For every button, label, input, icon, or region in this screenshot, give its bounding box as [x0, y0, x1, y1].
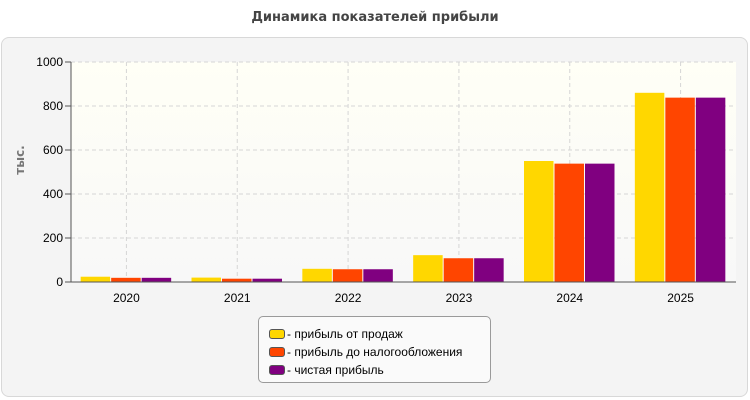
- bar-2025-3: [695, 97, 726, 282]
- y-tick-label: 0: [56, 275, 63, 289]
- bar-2020-1: [80, 276, 111, 282]
- y-tick-label: 1000: [36, 55, 63, 69]
- chart-title: Динамика показателей прибыли: [251, 10, 499, 25]
- y-tick-label: 400: [43, 187, 63, 201]
- x-tick-label: 2022: [335, 291, 362, 305]
- legend-label-net: - чистая прибыль: [287, 363, 384, 377]
- legend-label-sales: - прибыль от продаж: [287, 327, 403, 341]
- x-tick-label: 2020: [113, 291, 140, 305]
- bar-2023-2: [443, 258, 474, 282]
- legend-item-pretax: - прибыль до налогообложения: [259, 343, 490, 361]
- bar-2024-2: [554, 163, 584, 282]
- bar-2024-1: [524, 161, 554, 282]
- y-tick-label: 600: [43, 143, 63, 157]
- bar-2021-3: [252, 278, 282, 282]
- bar-2025-2: [665, 97, 695, 282]
- plot-area: [71, 62, 736, 282]
- legend-swatch-net: [269, 365, 285, 375]
- bar-2025-1: [634, 92, 665, 282]
- legend: - прибыль от продаж - прибыль до налогоо…: [258, 316, 491, 383]
- y-tick-label: 200: [43, 231, 63, 245]
- bar-2023-1: [413, 255, 443, 282]
- bar-2022-2: [332, 269, 363, 282]
- legend-label-pretax: - прибыль до налогообложения: [287, 345, 463, 359]
- legend-item-sales: - прибыль от продаж: [259, 325, 490, 343]
- y-tick-label: 800: [43, 99, 63, 113]
- x-tick-label: 2021: [224, 291, 251, 305]
- bar-2022-3: [363, 269, 393, 282]
- legend-swatch-pretax: [269, 347, 285, 357]
- bar-2020-2: [111, 277, 141, 282]
- bar-2024-3: [585, 163, 615, 282]
- bar-2021-1: [191, 277, 221, 282]
- bar-2020-3: [141, 277, 172, 282]
- bar-2022-1: [302, 268, 332, 282]
- x-tick-label: 2024: [556, 291, 583, 305]
- legend-item-net: - чистая прибыль: [259, 361, 490, 379]
- y-axis-label: тыс.: [13, 145, 27, 174]
- x-tick-label: 2023: [446, 291, 473, 305]
- bar-2021-2: [222, 278, 252, 282]
- x-tick-label: 2025: [667, 291, 694, 305]
- bar-2023-3: [474, 258, 504, 282]
- legend-swatch-sales: [269, 329, 285, 339]
